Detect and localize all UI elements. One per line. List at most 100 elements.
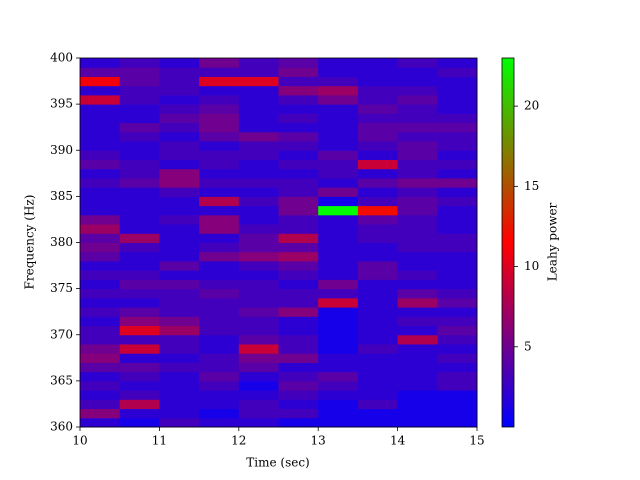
heatmap-cell [357,242,399,253]
heatmap-cell [238,233,279,243]
heatmap-cell [397,362,438,373]
heatmap-cell [318,214,359,225]
heatmap-cell [238,316,279,327]
heatmap-cell [357,316,399,327]
heatmap-cell [397,141,438,151]
heatmap-cell [80,362,121,373]
heatmap-cell [199,131,240,142]
heatmap-cell [437,104,478,114]
heatmap-cell [397,399,438,410]
heatmap-cell [357,224,399,234]
heatmap-cell [119,371,160,382]
heatmap-cell [159,325,200,336]
heatmap-cell [80,251,121,262]
heatmap-cell [119,417,160,428]
heatmap-cell [80,113,121,124]
heatmap-cell [357,390,399,400]
heatmap-cell [199,187,240,197]
heatmap-cell [199,297,240,308]
heatmap-cell [437,380,478,391]
heatmap-cell [199,224,240,234]
heatmap-cell [437,417,478,428]
heatmap-cell [238,214,279,225]
heatmap-cell [80,390,121,400]
heatmap-cell [80,122,121,133]
heatmap-cell [119,150,160,160]
heatmap-cell [238,131,279,142]
heatmap-cell [199,307,240,317]
heatmap-cell [318,390,359,400]
heatmap-cell [199,113,240,124]
heatmap-cell [278,288,319,299]
y-tick-label: 370 [50,327,73,341]
heatmap-cell [278,251,319,262]
heatmap-cell [80,131,121,142]
heatmap-cell [238,122,279,133]
heatmap-cell [80,288,121,299]
heatmap-cell [437,371,478,382]
heatmap-cell [159,122,200,133]
heatmap-cell [278,177,319,188]
heatmap-cell [119,168,160,179]
heatmap-cell [318,122,359,133]
heatmap-cell [199,353,240,363]
heatmap-cell [397,242,438,253]
heatmap-cell [278,316,319,327]
heatmap-cell [80,260,121,271]
heatmap-cell [159,307,200,317]
heatmap-cell [199,159,240,170]
heatmap-cell [159,104,200,114]
heatmap-cell [357,371,399,382]
heatmap-cell [357,380,399,391]
heatmap-cell [278,159,319,170]
y-tick-label: 390 [50,143,73,157]
heatmap-cell [318,279,359,290]
heatmap-cell [238,76,279,87]
heatmap-cell [278,307,319,317]
heatmap-cell [278,380,319,391]
heatmap-cell [159,251,200,262]
heatmap-cell [119,85,160,96]
heatmap-cell [397,316,438,327]
heatmap-cell [278,205,319,216]
heatmap-cell [119,316,160,327]
heatmap-cell [159,353,200,363]
heatmap-cell [278,214,319,225]
heatmap-cell [318,380,359,391]
heatmap-cell [318,353,359,363]
heatmap-cell [318,177,359,188]
heatmap-cell [437,141,478,151]
colorbar-tick-label: 10 [524,259,539,273]
heatmap-cell [437,279,478,290]
heatmap-cell [119,67,160,77]
heatmap-cell [199,270,240,280]
heatmap-cell [80,196,121,207]
heatmap-cell [80,214,121,225]
heatmap-cell [318,325,359,336]
heatmap-cell [397,307,438,317]
heatmap-cell [199,94,240,105]
heatmap-cell [318,297,359,308]
heatmap-cell [357,85,399,96]
heatmap-cell [238,224,279,234]
heatmap-cell [119,94,160,105]
heatmap-cell [397,67,438,77]
heatmap-cell [238,325,279,336]
heatmap-cell [238,113,279,124]
heatmap-cell [238,67,279,77]
heatmap-cell [159,343,200,354]
heatmap-cell [159,113,200,124]
heatmap-cell [119,353,160,363]
heatmap-cell [199,343,240,354]
y-tick-label: 375 [50,281,73,295]
heatmap-cell [199,371,240,382]
heatmap-cell [318,371,359,382]
heatmap-cell [119,141,160,151]
heatmap-cell [238,417,279,428]
heatmap-cell [437,325,478,336]
heatmap-cell [357,288,399,299]
heatmap-cell [199,85,240,96]
heatmap-cell [397,76,438,87]
heatmap-cell [357,399,399,410]
heatmap-cell [199,122,240,133]
